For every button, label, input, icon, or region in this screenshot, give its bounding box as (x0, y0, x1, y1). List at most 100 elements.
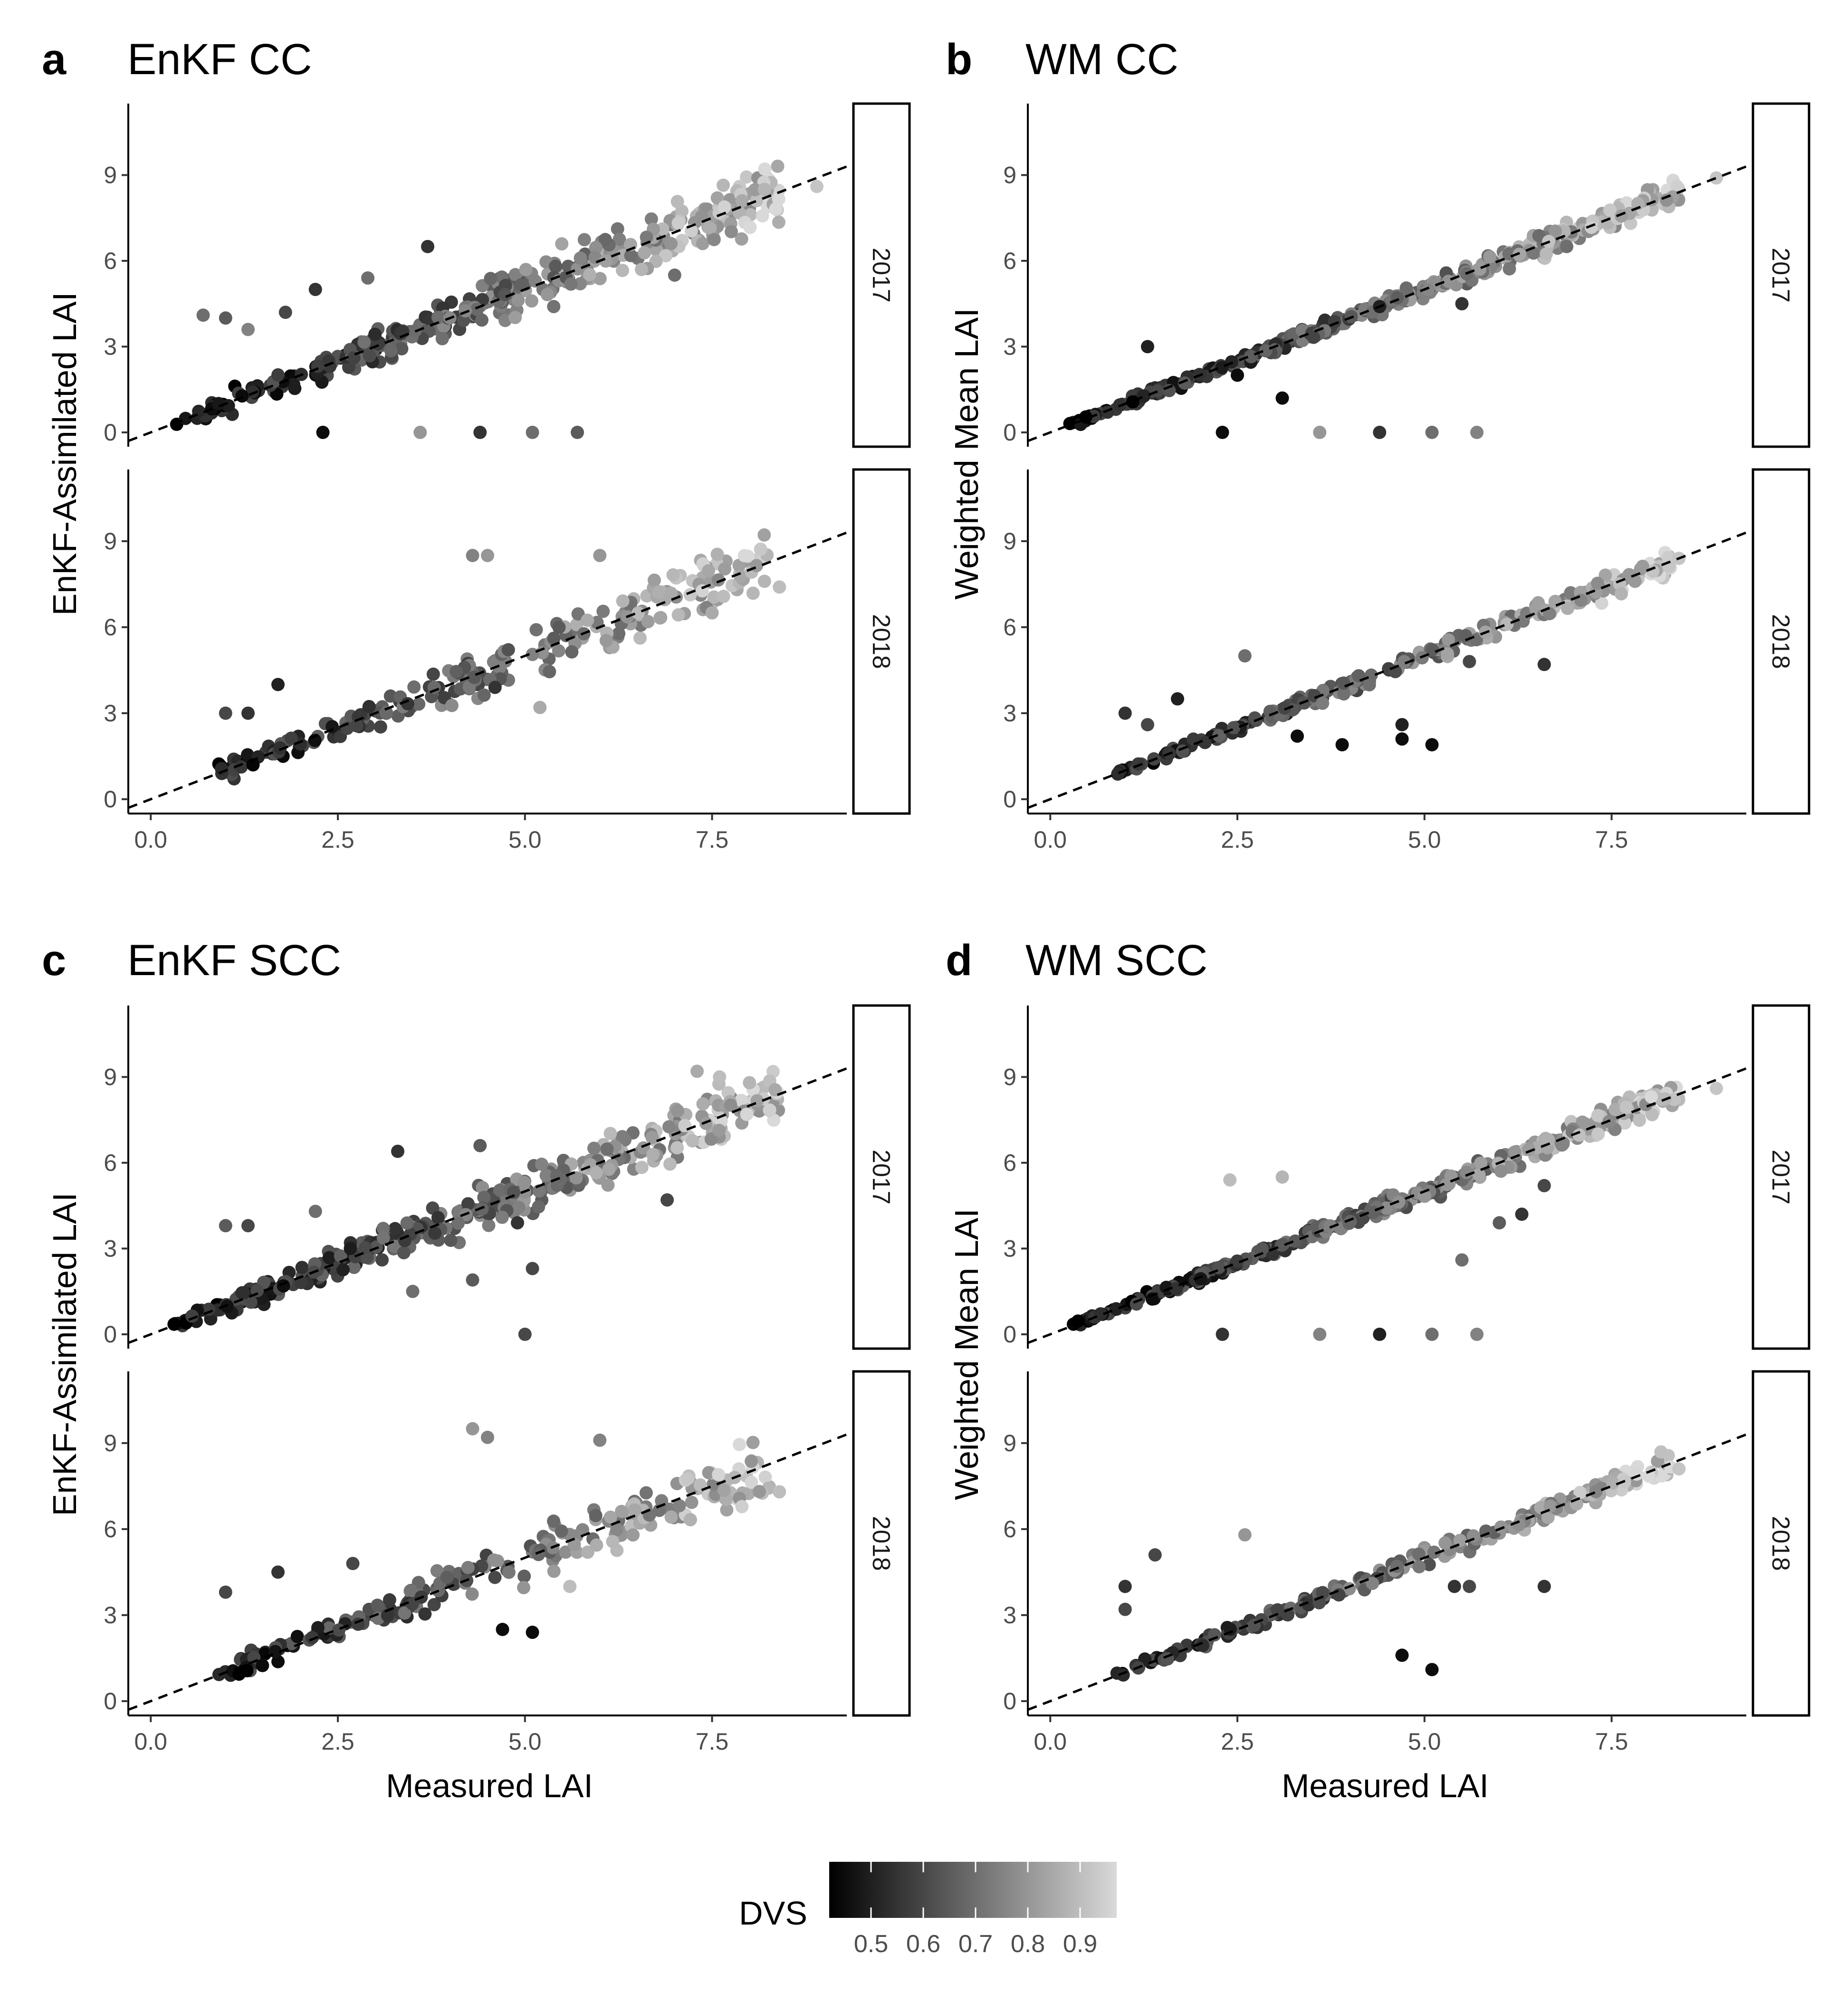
data-point (626, 1528, 640, 1542)
data-point (756, 209, 769, 223)
point-layer (1110, 1445, 1686, 1682)
legend-ticks: 0.5 0.6 0.7 0.8 0.9 (854, 1862, 1097, 1958)
data-point (1397, 655, 1411, 669)
data-point (1670, 180, 1684, 193)
data-point (1118, 1580, 1132, 1593)
y-axis-title-c: EnKF-Assimilated LAI (46, 1193, 83, 1516)
data-point (1537, 658, 1551, 671)
data-point (718, 562, 732, 576)
data-point (711, 573, 725, 587)
data-point (244, 1295, 258, 1309)
data-point (336, 1263, 350, 1276)
data-point (221, 399, 235, 412)
data-point (1373, 425, 1387, 439)
facet-strip-label: 2018 (1767, 614, 1794, 669)
data-point (1472, 1168, 1486, 1182)
data-point (481, 1430, 494, 1444)
data-point (754, 542, 767, 556)
data-point (686, 1134, 699, 1148)
data-point (1595, 596, 1609, 610)
data-point (1564, 586, 1578, 600)
data-point (590, 1538, 603, 1552)
data-point (599, 254, 613, 268)
data-point (1412, 1560, 1426, 1574)
panel-d: d WM SCC Weighted Mean LAI Measured LAI … (946, 936, 1810, 1804)
data-point (1126, 395, 1139, 409)
data-point (550, 1169, 564, 1183)
legend-tick-label: 0.6 (906, 1930, 940, 1958)
data-point (1425, 1327, 1439, 1341)
data-point (559, 1545, 573, 1559)
data-point (241, 748, 255, 762)
data-point (1537, 1580, 1551, 1593)
data-point (518, 1327, 532, 1341)
data-point (696, 237, 709, 250)
data-point (589, 1166, 603, 1180)
data-point (418, 1607, 432, 1621)
data-point (493, 1184, 507, 1197)
data-point (306, 1631, 319, 1645)
facet-d-2017: 0 3 6 9 2017 (1003, 1004, 1810, 1350)
data-point (475, 313, 488, 327)
x-axis-title-d: Measured LAI (1282, 1767, 1489, 1804)
data-point (1137, 389, 1151, 403)
x-tick-label: 5.0 (1408, 1728, 1441, 1755)
x-tick-label: 2.5 (321, 826, 354, 853)
data-point (1395, 718, 1409, 731)
data-point (635, 1160, 649, 1174)
facet-strip-label: 2017 (1767, 1149, 1794, 1205)
data-point (750, 559, 764, 573)
data-point (271, 368, 285, 382)
data-point (1573, 1485, 1587, 1499)
data-point (1555, 1138, 1569, 1152)
y-axis-title-b: Weighted Mean LAI (948, 308, 985, 600)
data-point (661, 1193, 674, 1207)
data-point (1198, 736, 1212, 749)
data-point (732, 1437, 746, 1451)
data-point (256, 1658, 269, 1672)
data-point (757, 182, 771, 196)
facet-a-2018: 0 3 6 9 0.0 2.5 5.0 7.5 2018 (104, 468, 911, 853)
facet-c-2018: 0 3 6 9 0.0 2.5 5.0 7.5 2018 (104, 1370, 911, 1755)
panel-a: a EnKF CC EnKF-Assimilated LAI 03692017 … (42, 35, 911, 853)
data-point (1540, 247, 1553, 261)
data-point (1438, 1536, 1452, 1550)
data-point (1118, 1602, 1132, 1616)
point-layer (1111, 546, 1686, 781)
y-tick-label: 3 (104, 1235, 117, 1262)
data-point (652, 1504, 666, 1517)
data-point (539, 1169, 553, 1182)
data-point (555, 1524, 568, 1538)
data-point (241, 323, 255, 336)
data-point (529, 623, 543, 637)
data-point (1238, 1528, 1252, 1542)
x-tick-label: 7.5 (1595, 1728, 1628, 1755)
data-point (451, 1217, 465, 1230)
data-point (1636, 559, 1649, 573)
data-point (220, 1300, 234, 1313)
data-point (1619, 1101, 1633, 1114)
data-point (1463, 655, 1476, 669)
data-point (488, 680, 502, 694)
data-point (465, 1587, 479, 1601)
facet-strip (852, 1370, 911, 1717)
data-point (1494, 1520, 1508, 1534)
data-point (757, 575, 771, 588)
data-point (639, 1486, 653, 1500)
data-point (1259, 344, 1273, 358)
data-point (767, 1113, 781, 1127)
data-point (741, 549, 755, 563)
data-point (707, 233, 721, 247)
data-point (1271, 1603, 1284, 1617)
data-point (496, 1623, 509, 1636)
data-point (1316, 696, 1330, 710)
data-point (1109, 1302, 1123, 1316)
data-point (1493, 1216, 1506, 1230)
data-point (466, 1273, 479, 1287)
data-point (645, 1130, 659, 1144)
data-point (476, 1181, 489, 1195)
data-point (552, 644, 565, 658)
data-point (1231, 368, 1244, 382)
data-point (350, 719, 364, 733)
y-tick-label: 6 (104, 1149, 117, 1176)
